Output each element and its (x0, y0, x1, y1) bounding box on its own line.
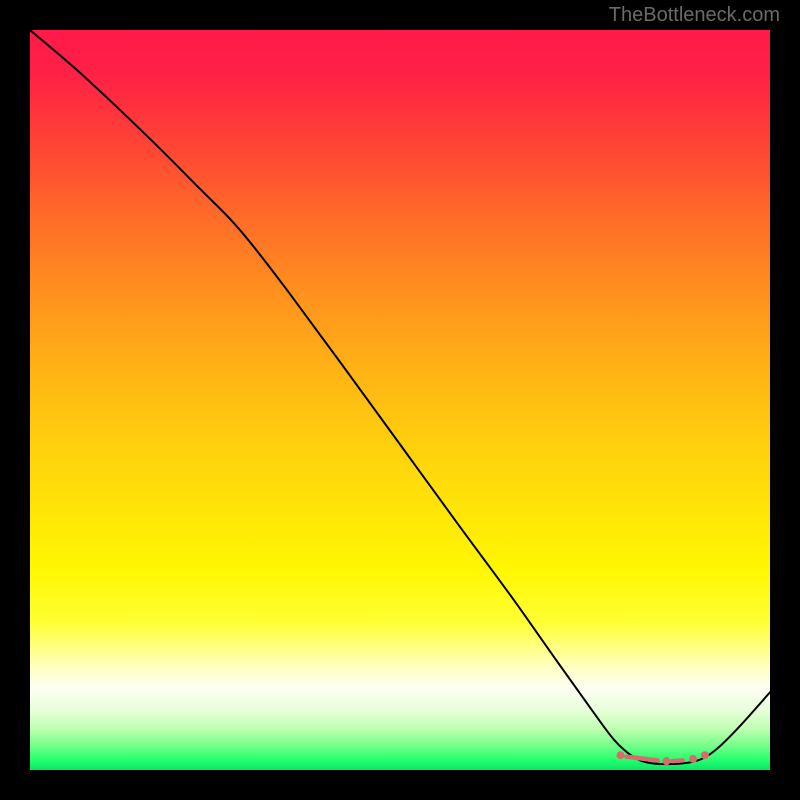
optimal-marker-dot (689, 755, 697, 763)
attribution-text: TheBottleneck.com (609, 4, 780, 27)
optimal-marker-dot (617, 751, 625, 759)
optimal-marker-dash (672, 760, 682, 761)
optimal-zone-markers (617, 751, 709, 765)
optimal-marker-dot (662, 757, 670, 765)
chart-curve-overlay (30, 30, 770, 770)
bottleneck-curve (30, 30, 770, 764)
chart-plot-area (30, 30, 770, 770)
optimal-marker-dot (701, 751, 709, 759)
optimal-marker-dash (626, 757, 657, 761)
